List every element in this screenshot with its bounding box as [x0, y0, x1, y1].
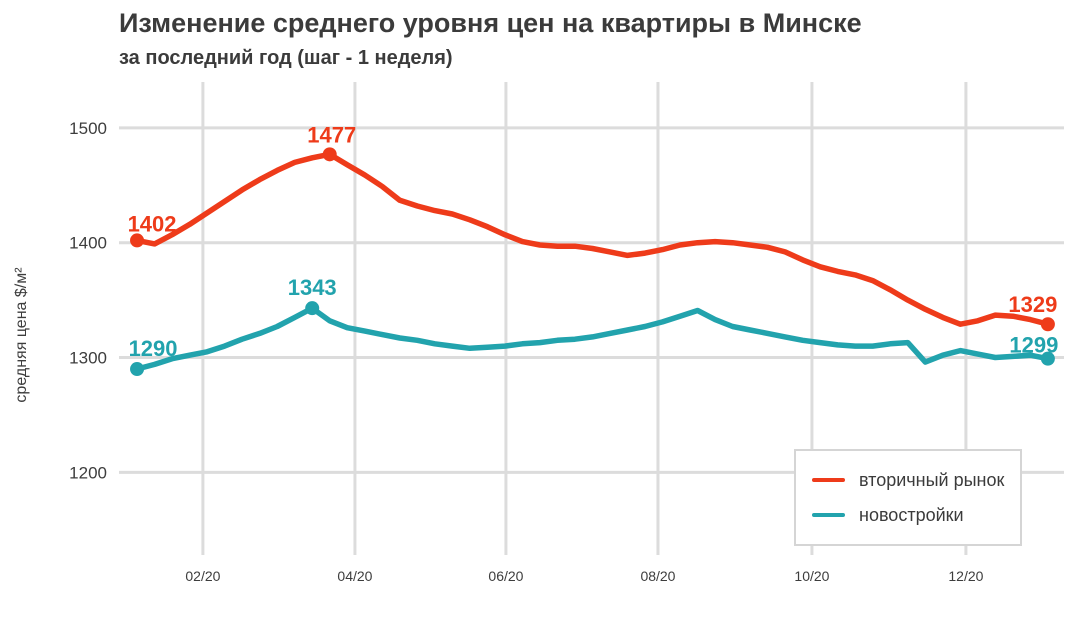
x-tick-label: 08/20 [640, 568, 675, 584]
series-annotation-secondary-market: 1477 [307, 122, 356, 147]
x-tick-label: 12/20 [948, 568, 983, 584]
series-marker-secondary-market [1040, 317, 1055, 332]
series-annotation-new-buildings: 1290 [129, 336, 178, 361]
y-tick-label: 1400 [69, 234, 107, 253]
legend-label-new-buildings: новостройки [859, 504, 964, 525]
x-tick-label: 10/20 [794, 568, 829, 584]
y-tick-label: 1500 [69, 119, 107, 138]
legend: вторичный рынок новостройки [794, 449, 1022, 546]
series-annotation-new-buildings: 1299 [1009, 333, 1058, 358]
series-annotation-secondary-market: 1329 [1008, 292, 1057, 317]
series-annotation-secondary-market: 1402 [128, 211, 177, 236]
series-line-secondary-market [134, 151, 1051, 327]
series-marker-new-buildings [130, 362, 145, 377]
chart-title: Изменение среднего уровня цен на квартир… [119, 8, 862, 38]
legend-label-secondary-market: вторичный рынок [859, 469, 1005, 490]
x-tick-label: 04/20 [337, 568, 372, 584]
legend-line-swatch-new-buildings [812, 513, 845, 517]
series-marker-new-buildings [305, 301, 320, 316]
y-tick-label: 1200 [69, 463, 107, 482]
x-tick-label: 02/20 [185, 568, 220, 584]
y-tick-label: 1300 [69, 349, 107, 368]
series-marker-secondary-market [130, 233, 145, 248]
x-tick-label: 06/20 [488, 568, 523, 584]
legend-line-swatch-secondary-market [812, 478, 845, 482]
series-annotation-new-buildings: 1343 [288, 275, 337, 300]
legend-item-secondary-market: вторичный рынок [812, 470, 1020, 491]
series-line-new-buildings [134, 305, 1051, 372]
legend-item-new-buildings: новостройки [812, 505, 1020, 526]
series-marker-new-buildings [1040, 351, 1055, 366]
chart-subtitle: за последний год (шаг - 1 неделя) [119, 47, 453, 69]
series-marker-secondary-market [322, 147, 337, 162]
